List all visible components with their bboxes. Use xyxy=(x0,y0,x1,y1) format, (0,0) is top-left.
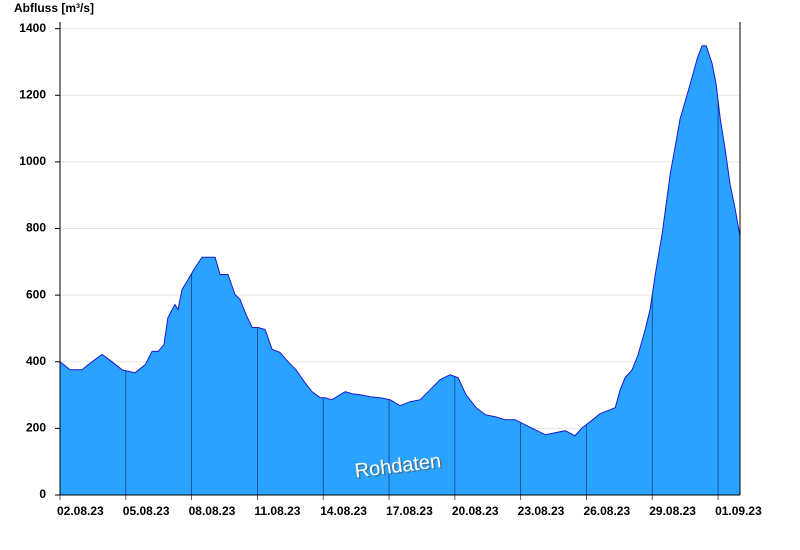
y-tick-label: 800 xyxy=(26,221,46,235)
x-tick-label: 05.08.23 xyxy=(123,504,170,518)
y-tick-label: 400 xyxy=(26,354,46,368)
area xyxy=(60,45,740,495)
x-tick-label: 29.08.23 xyxy=(649,504,696,518)
x-tick-label: 11.08.23 xyxy=(254,504,300,518)
x-tick-label: 14.08.23 xyxy=(320,504,367,518)
x-tick-label: 02.08.23 xyxy=(57,504,104,518)
y-axis-label: Abfluss [m³/s] xyxy=(14,1,94,15)
y-tick-label: 200 xyxy=(26,421,46,435)
x-tick-label: 26.08.23 xyxy=(583,504,630,518)
x-tick-label: 17.08.23 xyxy=(386,504,433,518)
y-tick-label: 1000 xyxy=(19,154,46,168)
area-line xyxy=(59,45,741,437)
x-tick-label: 08.08.23 xyxy=(189,504,236,518)
y-tick-label: 600 xyxy=(26,287,46,301)
x-tick-label: 23.08.23 xyxy=(518,504,565,518)
y-tick-label: 1200 xyxy=(19,87,46,101)
y-tick-label: 1400 xyxy=(19,21,46,35)
y-tick-label: 0 xyxy=(39,487,46,501)
x-tick-label: 20.08.23 xyxy=(452,504,499,518)
x-tick-label: 01.09.23 xyxy=(715,504,762,518)
